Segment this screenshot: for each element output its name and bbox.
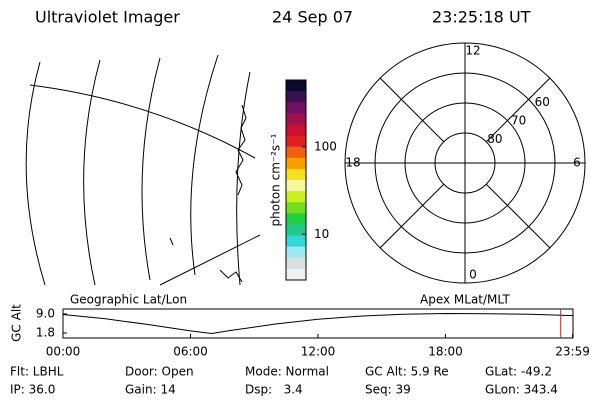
info-field: Door: Open — [125, 365, 194, 379]
color-swatch — [286, 268, 306, 281]
right-caption: Apex MLat/MLT — [420, 293, 510, 307]
info-field: IP: 36.0 — [10, 383, 55, 397]
axis — [379, 77, 445, 143]
colorbar-tick-label: 10 — [314, 227, 329, 241]
info-field: GLat: -49.2 — [485, 365, 552, 379]
mlt-label: 6 — [573, 156, 581, 170]
colorbar-frame — [285, 79, 307, 281]
color-swatch — [286, 180, 306, 192]
x-tick-label: 00:00 — [46, 345, 81, 359]
info-field: Gain: 14 — [125, 383, 176, 397]
color-swatch — [286, 191, 306, 203]
color-swatch — [286, 80, 306, 92]
x-tick-label: 12:00 — [301, 345, 336, 359]
info-field: Mode: Normal — [245, 365, 329, 379]
x-tick-label: 06:00 — [173, 345, 208, 359]
info-field: Seq: 39 — [365, 383, 411, 397]
date: 24 Sep 07 — [272, 8, 353, 27]
color-swatch — [286, 213, 306, 225]
color-swatch — [286, 146, 306, 159]
y-tick-label: 9.0 — [36, 307, 55, 321]
title: Ultraviolet Imager — [35, 8, 180, 27]
map — [25, 54, 261, 286]
colorbar: photon cm⁻²s⁻¹ 10 100 — [269, 79, 337, 281]
color-swatch — [286, 102, 306, 114]
axis — [485, 77, 551, 143]
mlt-label: 18 — [345, 156, 360, 170]
altitude-line — [63, 312, 573, 335]
color-swatch — [286, 168, 306, 181]
color-swatch — [286, 202, 306, 214]
y-label: GC Alt — [10, 304, 24, 342]
mlat-label: 70 — [511, 114, 526, 128]
mlt-label: 12 — [465, 44, 480, 58]
info-field: Flt: LBHL — [10, 365, 64, 379]
mlat-label: 80 — [487, 132, 502, 146]
x-tick-label: 18:00 — [428, 345, 463, 359]
mlt-label: 0 — [469, 268, 477, 282]
color-swatch — [286, 135, 306, 148]
info-field: Dsp: 3.4 — [245, 383, 303, 397]
color-swatch — [286, 113, 306, 125]
color-swatch — [286, 157, 306, 170]
colorbar-tick-label: 100 — [314, 139, 337, 153]
colorbar-label: photon cm⁻²s⁻¹ — [269, 133, 283, 226]
info-field: GLon: 343.4 — [485, 383, 558, 397]
axis — [379, 183, 445, 249]
axis — [485, 183, 551, 249]
color-swatch — [286, 246, 306, 259]
color-swatch — [286, 257, 306, 270]
color-swatch — [286, 224, 306, 237]
info-field: GC Alt: 5.9 Re — [365, 365, 449, 379]
left-caption: Geographic Lat/Lon — [70, 293, 187, 307]
mlat-label: 60 — [535, 95, 550, 109]
info: Flt: LBHL Door: Open Mode: Normal GC Alt: 5… — [10, 365, 558, 397]
altitude-panel: Geographic Lat/Lon Apex MLat/MLT GC Alt 1.8… — [10, 293, 590, 359]
color-swatch — [286, 91, 306, 103]
color-swatch — [286, 235, 306, 248]
x-tick-label: 23:59 — [555, 345, 590, 359]
color-swatch — [286, 124, 306, 137]
y-tick-label: 1.8 — [36, 326, 55, 340]
time: 23:25:18 UT — [432, 8, 531, 27]
